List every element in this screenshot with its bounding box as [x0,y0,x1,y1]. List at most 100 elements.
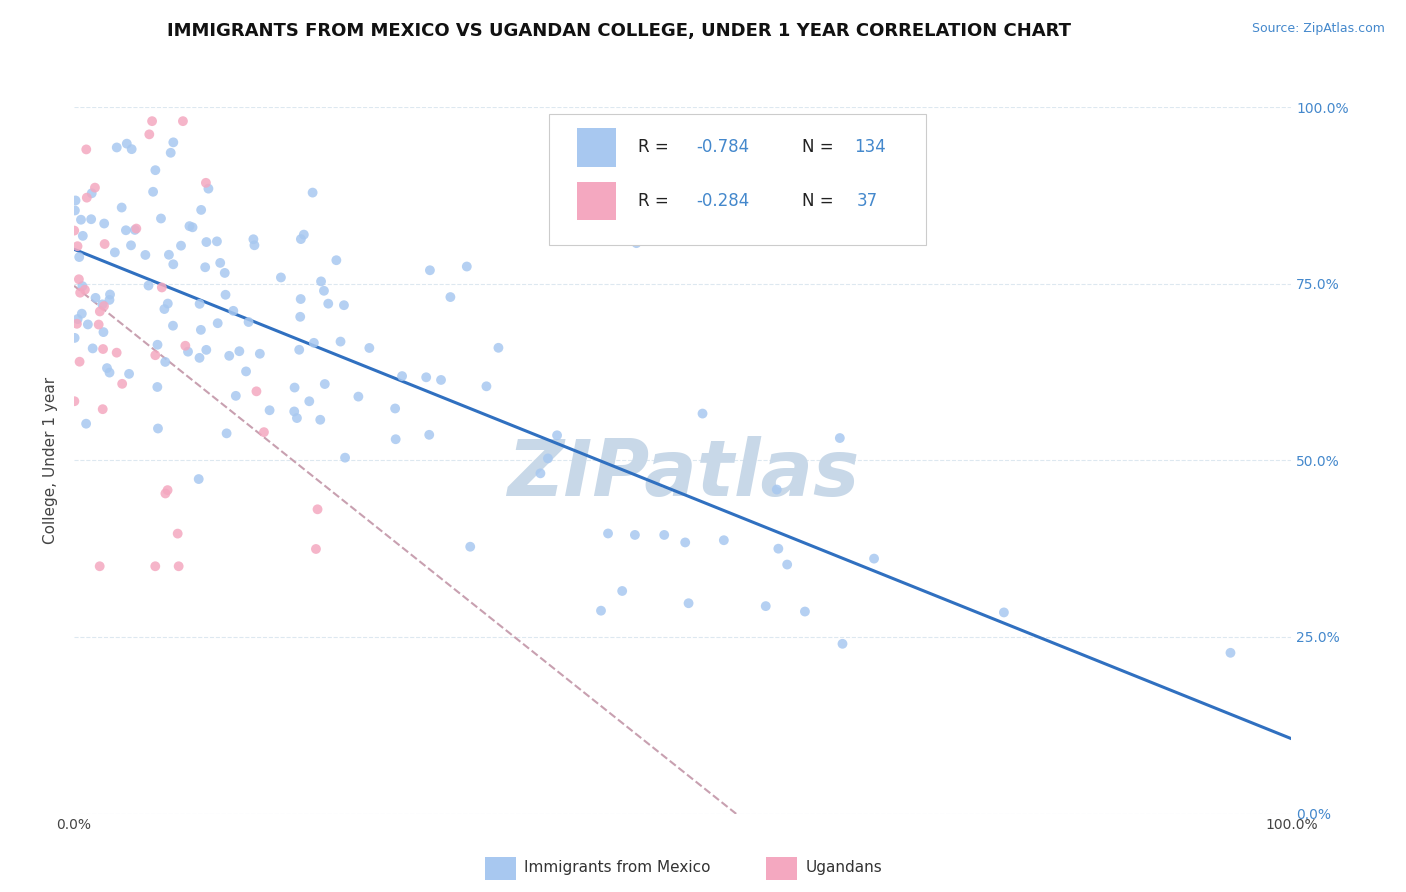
Point [141,114,163,128]
Point [105,140,128,154]
Point [316,296,339,310]
Point [87,318,110,332]
Point [195,343,218,357]
Point [626,236,648,251]
Point [162,318,184,333]
Point [298,394,321,409]
Point [111,201,134,215]
Point [290,232,312,246]
Point [111,376,134,391]
Point [333,298,356,312]
Point [195,235,218,249]
Text: -0.284: -0.284 [696,192,749,210]
Point [391,369,413,384]
Point [179,219,201,234]
Point [713,533,735,548]
Point [177,344,200,359]
Point [170,238,193,252]
Point [84,291,107,305]
Text: ZIPatlas: ZIPatlas [506,436,859,512]
Point [207,316,229,330]
Point [155,355,177,369]
Point [172,114,194,128]
Point [75,417,97,431]
Point [546,428,568,442]
Point [384,432,406,446]
Point [105,345,128,359]
Point [76,318,98,332]
Point [104,245,127,260]
Point [98,287,121,301]
Point [166,526,188,541]
Point [146,421,169,435]
Point [678,596,700,610]
Point [305,541,328,556]
Point [259,403,281,417]
Text: 134: 134 [855,138,886,156]
Point [98,293,121,307]
Point [93,325,115,339]
Point [242,232,264,246]
Point [181,220,204,235]
Point [66,317,89,331]
Point [245,384,267,399]
Point [828,431,851,445]
Point [333,450,356,465]
Point [652,528,675,542]
Point [190,323,212,337]
Point [75,143,97,157]
Point [194,176,217,190]
Point [458,540,481,554]
Point [124,223,146,237]
Point [188,297,211,311]
Point [115,223,138,237]
Point [284,380,307,394]
Point [307,502,329,516]
Point [612,584,634,599]
Point [143,559,166,574]
Point [89,304,111,318]
Point [162,257,184,271]
Point [235,364,257,378]
Point [329,334,352,349]
Point [190,202,212,217]
Point [209,256,232,270]
Point [692,407,714,421]
Point [93,237,115,252]
Point [115,136,138,151]
Point [249,347,271,361]
Point [537,451,560,466]
Point [118,367,141,381]
Text: R =: R = [638,192,668,210]
Point [143,348,166,362]
Point [475,379,498,393]
Point [439,290,461,304]
Point [529,467,551,481]
Point [93,299,115,313]
Point [72,279,94,293]
Point [312,284,335,298]
Y-axis label: College, Under 1 year: College, Under 1 year [44,376,58,544]
Point [174,339,197,353]
Point [253,425,276,439]
Point [187,472,209,486]
Point [82,342,104,356]
Point [72,228,94,243]
Point [98,366,121,380]
Point [325,253,347,268]
Point [863,551,886,566]
Point [765,483,787,497]
Point [215,426,238,441]
Point [419,263,441,277]
Point [142,185,165,199]
Point [205,235,228,249]
Point [292,227,315,242]
Text: Source: ZipAtlas.com: Source: ZipAtlas.com [1251,22,1385,36]
Point [270,270,292,285]
Point [309,413,332,427]
Point [793,605,815,619]
Point [138,278,160,293]
Point [384,401,406,416]
Point [73,283,96,297]
Point [288,343,311,357]
